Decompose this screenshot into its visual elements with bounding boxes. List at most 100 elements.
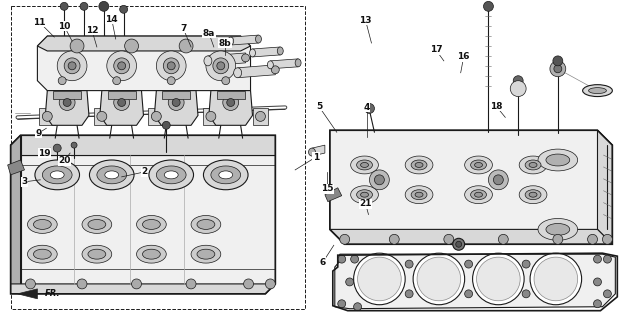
Polygon shape [253,108,268,125]
Ellipse shape [356,160,373,170]
Ellipse shape [204,56,212,66]
Circle shape [553,56,563,66]
Circle shape [473,253,524,305]
Polygon shape [11,135,21,294]
Ellipse shape [271,66,279,74]
Ellipse shape [405,156,433,174]
Circle shape [256,111,266,121]
Ellipse shape [411,160,427,170]
Text: 18: 18 [490,102,503,111]
Ellipse shape [529,163,537,167]
Ellipse shape [351,156,378,174]
Text: 2: 2 [141,167,147,176]
Circle shape [68,62,76,70]
Text: 6: 6 [320,258,326,267]
Circle shape [113,77,121,85]
Text: 4: 4 [363,103,369,112]
Circle shape [389,234,399,244]
Circle shape [59,95,75,110]
Polygon shape [100,91,144,125]
Circle shape [63,99,71,107]
Text: 11: 11 [33,18,45,27]
Circle shape [553,234,563,244]
Text: 19: 19 [38,148,50,157]
Ellipse shape [211,166,241,184]
Circle shape [456,241,462,247]
Circle shape [338,255,346,263]
Circle shape [530,253,582,305]
Circle shape [167,62,175,70]
Ellipse shape [525,190,541,200]
Ellipse shape [351,186,378,204]
Circle shape [493,175,503,185]
Circle shape [222,77,230,85]
Circle shape [374,175,384,185]
Ellipse shape [249,49,256,57]
Ellipse shape [583,85,613,97]
Circle shape [118,62,126,70]
Circle shape [162,121,170,129]
Ellipse shape [228,37,234,45]
Ellipse shape [465,156,493,174]
Ellipse shape [519,186,547,204]
Ellipse shape [415,192,423,197]
Circle shape [206,51,236,81]
Text: 20: 20 [58,156,70,165]
Text: 8b: 8b [218,38,231,48]
Ellipse shape [88,220,106,229]
Ellipse shape [50,171,64,179]
Circle shape [522,290,530,298]
Circle shape [118,99,126,107]
Circle shape [227,99,234,107]
Polygon shape [312,145,325,156]
Polygon shape [162,91,190,99]
Ellipse shape [142,249,160,259]
Circle shape [550,61,566,77]
Ellipse shape [34,220,51,229]
Polygon shape [209,91,253,125]
Ellipse shape [546,223,570,235]
Ellipse shape [97,166,127,184]
Ellipse shape [525,160,541,170]
Text: 1: 1 [313,153,319,162]
Ellipse shape [267,61,273,69]
Circle shape [124,39,139,53]
Circle shape [465,260,473,268]
Circle shape [444,234,454,244]
Circle shape [70,39,84,53]
Ellipse shape [88,249,106,259]
Circle shape [603,255,611,263]
Polygon shape [203,108,219,125]
Text: 3: 3 [21,177,27,186]
Ellipse shape [197,249,215,259]
Ellipse shape [361,163,368,167]
Polygon shape [17,289,37,299]
Circle shape [405,290,413,298]
Ellipse shape [465,186,493,204]
Circle shape [554,65,562,73]
Polygon shape [217,91,244,99]
Polygon shape [37,36,251,91]
Circle shape [168,95,184,110]
Text: 10: 10 [58,22,70,31]
Ellipse shape [35,160,80,190]
Circle shape [156,51,186,81]
Text: 7: 7 [180,24,187,33]
Circle shape [340,234,350,244]
Ellipse shape [361,192,368,197]
Ellipse shape [475,163,483,167]
Polygon shape [53,91,81,99]
Polygon shape [94,108,109,125]
Ellipse shape [104,171,119,179]
Ellipse shape [219,171,233,179]
Ellipse shape [42,166,72,184]
Circle shape [107,51,136,81]
Ellipse shape [475,192,483,197]
Circle shape [132,279,141,289]
Circle shape [42,111,52,121]
Ellipse shape [241,54,249,62]
Ellipse shape [411,190,427,200]
Circle shape [71,142,77,148]
Ellipse shape [538,219,578,240]
Polygon shape [149,108,164,125]
